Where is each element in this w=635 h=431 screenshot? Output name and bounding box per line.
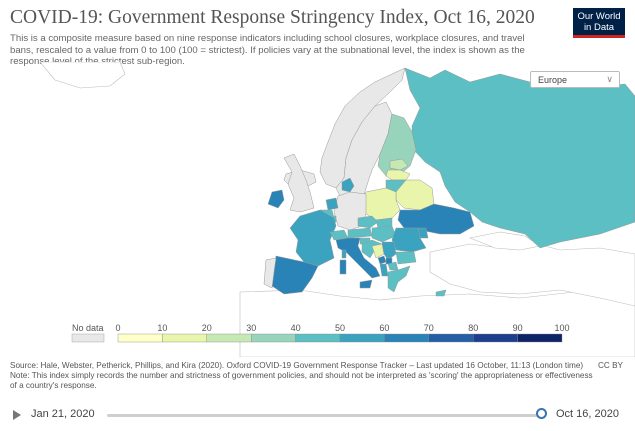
country-serbia[interactable] <box>381 241 397 261</box>
legend-tick-label: 50 <box>335 323 345 333</box>
legend-tick-label: 70 <box>424 323 434 333</box>
country-greece[interactable] <box>387 265 411 293</box>
land-greenland-edge <box>39 62 126 89</box>
legend-no-data-swatch <box>71 333 105 343</box>
legend-tick-label: 20 <box>202 323 212 333</box>
note-text: Note: This index simply records the numb… <box>10 370 593 390</box>
legend-tick-label: 80 <box>468 323 478 333</box>
legend-bin-60-70[interactable] <box>384 333 429 343</box>
region-select[interactable]: Europe ∨ <box>530 71 620 88</box>
logo-text-line2: in Data <box>583 22 615 33</box>
country-bosnia[interactable] <box>371 243 385 259</box>
color-legend: No data 0 10 20 30 40 50 60 70 80 90 100 <box>71 323 570 343</box>
legend-tick-label: 0 <box>115 323 120 333</box>
legend-tick-label: 40 <box>291 323 301 333</box>
legend-bin-80-90[interactable] <box>473 333 518 343</box>
country-hungary[interactable] <box>371 225 397 243</box>
legend-bin-20-30[interactable] <box>206 333 252 343</box>
country-portugal[interactable] <box>263 257 277 289</box>
logo-accent-bar <box>573 35 625 38</box>
island-corsica[interactable] <box>341 249 347 259</box>
island-sicily[interactable] <box>359 279 373 289</box>
chevron-down-icon: ∨ <box>606 74 613 84</box>
timeline-track[interactable] <box>107 414 544 417</box>
country-shapes <box>263 67 635 297</box>
country-romania[interactable] <box>391 227 427 253</box>
country-estonia[interactable] <box>389 158 409 171</box>
region-select-value: Europe <box>538 75 568 85</box>
country-france[interactable] <box>289 209 337 267</box>
legend-bin-90-100[interactable] <box>517 333 563 343</box>
country-russia[interactable] <box>404 67 635 249</box>
country-montenegro[interactable] <box>377 255 387 265</box>
timeline-end-date: Oct 16, 2020 <box>556 408 619 420</box>
source-note: Source: Hale, Webster, Petherick, Philli… <box>10 361 595 390</box>
island-sardinia[interactable] <box>339 259 347 275</box>
country-albania[interactable] <box>379 263 389 277</box>
license-link[interactable]: CC BY <box>598 361 624 370</box>
owid-logo[interactable]: Our World in Data <box>573 8 625 38</box>
timeline-handle[interactable] <box>536 408 547 419</box>
country-ukraine[interactable] <box>397 203 475 235</box>
legend-bin-30-40[interactable] <box>250 333 296 343</box>
legend-tick-label: 60 <box>379 323 389 333</box>
country-denmark[interactable] <box>341 177 355 193</box>
play-icon[interactable] <box>13 410 21 420</box>
timeline-start-date: Jan 21, 2020 <box>31 408 95 420</box>
legend-ticks: 0 10 20 30 40 50 60 70 80 90 100 <box>115 323 569 333</box>
choropleth-map: No data 0 10 20 30 40 50 60 70 80 90 100 <box>39 62 635 357</box>
country-uk[interactable] <box>283 153 315 213</box>
legend-tick-label: 30 <box>246 323 256 333</box>
country-bulgaria[interactable] <box>395 251 417 265</box>
logo-text-line1: Our World <box>577 11 621 22</box>
legend-tick-label: 10 <box>157 323 167 333</box>
country-latvia[interactable] <box>385 169 411 181</box>
legend-tick-label: 90 <box>513 323 523 333</box>
chart-subtitle: This is a composite measure based on nin… <box>10 33 525 68</box>
legend-bin-0-10[interactable] <box>117 333 163 343</box>
legend-tick-label: 100 <box>554 323 569 333</box>
chart-title: COVID-19: Government Response Stringency… <box>10 7 535 28</box>
country-poland[interactable] <box>361 187 401 221</box>
country-cyprus[interactable] <box>435 289 447 297</box>
timeline: Jan 21, 2020 Oct 16, 2020 <box>0 404 635 428</box>
country-austria[interactable] <box>347 227 373 239</box>
legend-bin-40-50[interactable] <box>295 333 341 343</box>
legend-bin-50-60[interactable] <box>339 333 385 343</box>
legend-bin-70-80[interactable] <box>428 333 474 343</box>
legend-bins <box>117 333 563 343</box>
legend-no-data-label: No data <box>72 323 104 333</box>
country-czechia[interactable] <box>357 215 379 229</box>
country-ireland[interactable] <box>267 189 285 209</box>
legend-bin-10-20[interactable] <box>162 333 207 343</box>
source-text: Source: Hale, Webster, Petherick, Philli… <box>10 361 584 370</box>
country-netherlands[interactable] <box>325 197 339 211</box>
